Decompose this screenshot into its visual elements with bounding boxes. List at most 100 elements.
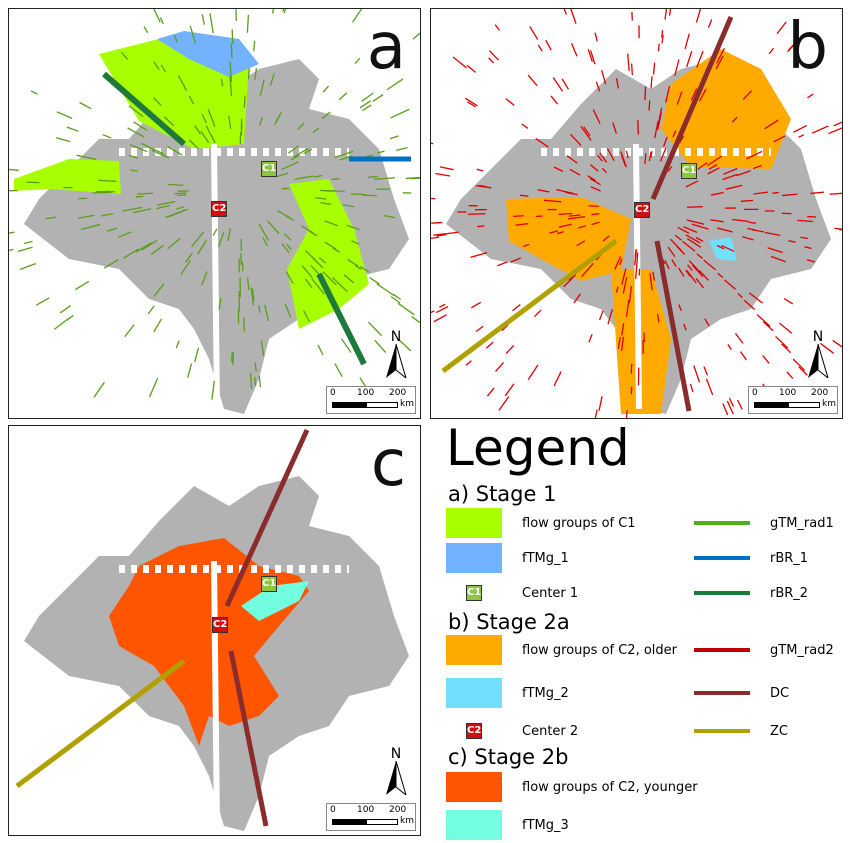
radial-lineament [209,13,214,34]
radial-lineament [566,155,578,164]
radial-lineament [74,280,90,291]
radial-lineament [45,216,57,220]
radial-lineament [695,236,704,242]
radial-lineament [736,399,743,410]
radial-lineament [188,139,199,150]
radial-lineament [367,321,383,337]
radial-lineament [764,119,779,130]
ftmg-1 [157,31,259,77]
radial-lineament [627,53,630,72]
radial-lineament [521,123,529,129]
north-label: N [390,746,402,762]
radial-lineament [133,208,152,214]
radial-lineament [250,287,255,306]
legend-line-item: gTM_rad1 [694,508,834,538]
radial-lineament [467,101,476,108]
radial-lineament [167,145,183,156]
radial-lineament [133,121,148,131]
radial-lineament [630,363,633,374]
rbr-2-line [316,272,367,366]
radial-lineament [464,97,478,107]
legend-item: flow groups of C2, older [446,635,677,665]
scale-tick: 200 [389,388,407,398]
radial-lineament [727,344,732,351]
radial-lineament [513,215,524,218]
radial-lineament [475,325,484,333]
panel-label: b [787,10,828,84]
radial-lineament [313,258,324,269]
radial-lineament [317,344,324,356]
radial-lineament [591,221,600,226]
radial-lineament [664,260,670,270]
radial-lineament [362,194,377,197]
radial-lineament [685,269,692,278]
radial-lineament [271,9,275,14]
radial-lineament [552,77,564,92]
radial-lineament [731,116,738,123]
radial-lineament [715,55,724,70]
radial-lineament [431,221,443,224]
radial-lineament [662,136,668,147]
radial-lineament [724,279,737,290]
radial-lineament [568,214,581,217]
center-2-marker: C2 [212,617,228,633]
radial-lineament [621,268,627,285]
center-1-marker: C1 [261,576,277,592]
radial-lineament [264,304,270,322]
radial-lineament [351,240,360,245]
radial-lineament [529,26,539,40]
radial-lineament [129,144,148,153]
ftmg-3 [241,581,309,621]
radial-lineament [258,116,263,126]
radial-lineament [576,240,586,247]
radial-lineament [488,57,495,64]
radial-lineament [703,366,708,376]
radial-lineament [654,121,659,139]
scale-tick: 100 [779,388,797,398]
legend-label: gTM_rad2 [770,642,834,658]
radial-lineament [705,378,714,396]
radial-lineament [734,333,744,344]
radial-lineament [35,297,50,306]
radial-lineament [736,170,751,177]
radial-lineament [779,322,793,334]
radial-lineament [191,231,205,248]
radial-lineament [615,286,619,293]
radial-lineament [798,366,808,376]
center-1-marker: C1 [261,161,277,177]
radial-lineament [652,62,656,75]
radial-lineament [697,162,708,170]
legend-stage-title: c) Stage 2b [448,745,569,769]
flow-groups-c2-older [506,197,631,281]
radial-lineament [553,166,564,172]
radial-lineament [607,308,613,325]
radial-lineament [247,68,250,80]
radial-lineament [324,241,337,250]
radial-lineament [672,130,677,138]
radial-lineament [331,178,340,181]
radial-lineament [390,108,410,119]
radial-lineament [76,154,97,161]
radial-lineament [148,377,159,398]
radial-lineament [243,95,246,108]
legend-label: flow groups of C1 [522,515,636,531]
radial-lineament [839,228,842,231]
legend: Legend a) Stage 1 flow groups of C1 fTMg_1… [440,420,845,840]
radial-lineament [716,47,725,64]
radial-lineament [797,219,813,223]
radial-lineament [411,316,420,324]
radial-lineament [568,215,586,220]
radial-lineament [78,197,88,200]
radial-lineament [305,278,313,288]
radial-lineament [102,133,112,139]
radial-lineament [515,222,529,226]
scale-bar-graphic [754,402,820,408]
radial-lineament [79,101,92,110]
radial-lineament [351,9,363,23]
radial-lineament [120,51,129,60]
radial-lineament [703,259,717,271]
radial-lineament [243,317,246,332]
radial-lineament [53,318,69,330]
radial-lineament [570,42,578,57]
radial-lineament [135,241,152,253]
